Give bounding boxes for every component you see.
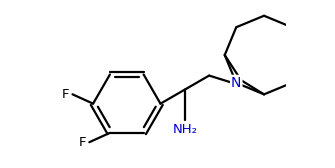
Text: F: F [62, 88, 70, 101]
Text: N: N [231, 76, 242, 90]
Text: F: F [79, 136, 86, 149]
Text: NH₂: NH₂ [172, 123, 197, 136]
